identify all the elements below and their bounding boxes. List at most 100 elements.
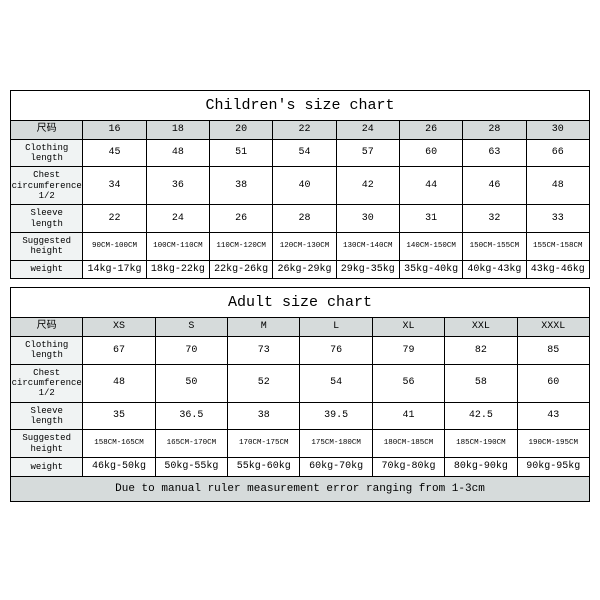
- data-cell: 70: [155, 336, 227, 364]
- data-cell: 41: [372, 402, 444, 430]
- data-cell: 29kg-35kg: [336, 260, 399, 279]
- data-cell: 43: [517, 402, 589, 430]
- data-cell: 85: [517, 336, 589, 364]
- data-cell: 51: [209, 139, 272, 167]
- size-header-label: 尺码: [11, 121, 83, 140]
- data-cell: 79: [372, 336, 444, 364]
- data-cell: 22kg-26kg: [209, 260, 272, 279]
- data-cell: 70kg-80kg: [372, 458, 444, 477]
- row-label: Suggestedheight: [11, 430, 83, 458]
- row-label: weight: [11, 458, 83, 477]
- data-cell: 80kg-90kg: [445, 458, 517, 477]
- data-cell: 28: [273, 205, 336, 233]
- size-header-cell: 24: [336, 121, 399, 140]
- row-label: weight: [11, 260, 83, 279]
- data-cell: 35: [83, 402, 155, 430]
- data-cell: 24: [146, 205, 209, 233]
- data-cell: 66: [526, 139, 589, 167]
- data-cell: 175CM-180CM: [300, 430, 372, 458]
- data-cell: 48: [83, 364, 155, 402]
- data-cell: 45: [83, 139, 146, 167]
- data-cell: 46: [463, 167, 526, 205]
- data-cell: 44: [399, 167, 462, 205]
- data-cell: 40: [273, 167, 336, 205]
- data-cell: 185CM-190CM: [445, 430, 517, 458]
- row-label: Suggestedheight: [11, 232, 83, 260]
- size-header-cell: S: [155, 318, 227, 337]
- data-cell: 56: [372, 364, 444, 402]
- data-cell: 26: [209, 205, 272, 233]
- data-cell: 38: [228, 402, 300, 430]
- table-row: Clothinglength4548515457606366: [11, 139, 590, 167]
- data-cell: 165CM-170CM: [155, 430, 227, 458]
- data-cell: 120CM-130CM: [273, 232, 336, 260]
- table-row: Clothinglength67707376798285: [11, 336, 590, 364]
- data-cell: 90kg-95kg: [517, 458, 589, 477]
- measurement-note: Due to manual ruler measurement error ra…: [11, 476, 590, 502]
- data-cell: 38: [209, 167, 272, 205]
- data-cell: 14kg-17kg: [83, 260, 146, 279]
- data-cell: 46kg-50kg: [83, 458, 155, 477]
- table-row: weight46kg-50kg50kg-55kg55kg-60kg60kg-70…: [11, 458, 590, 477]
- data-cell: 43kg-46kg: [526, 260, 589, 279]
- table-row: Sleevelength3536.53839.54142.543: [11, 402, 590, 430]
- size-header-cell: M: [228, 318, 300, 337]
- row-label: Clothinglength: [11, 336, 83, 364]
- size-header-cell: 28: [463, 121, 526, 140]
- data-cell: 33: [526, 205, 589, 233]
- adult-size-table: Adult size chart尺码XSSMLXLXXLXXXLClothing…: [10, 287, 590, 502]
- size-header-cell: 22: [273, 121, 336, 140]
- data-cell: 26kg-29kg: [273, 260, 336, 279]
- table-title: Adult size chart: [11, 288, 590, 318]
- data-cell: 35kg-40kg: [399, 260, 462, 279]
- data-cell: 18kg-22kg: [146, 260, 209, 279]
- data-cell: 31: [399, 205, 462, 233]
- data-cell: 42.5: [445, 402, 517, 430]
- row-label: Chestcircumference1/2: [11, 364, 83, 402]
- data-cell: 36.5: [155, 402, 227, 430]
- data-cell: 52: [228, 364, 300, 402]
- size-header-cell: XXL: [445, 318, 517, 337]
- size-header-label: 尺码: [11, 318, 83, 337]
- data-cell: 100CM-110CM: [146, 232, 209, 260]
- size-header-cell: XXXL: [517, 318, 589, 337]
- data-cell: 60kg-70kg: [300, 458, 372, 477]
- data-cell: 48: [146, 139, 209, 167]
- data-cell: 73: [228, 336, 300, 364]
- row-label: Clothinglength: [11, 139, 83, 167]
- data-cell: 50kg-55kg: [155, 458, 227, 477]
- table-row: Chestcircumference1/23436384042444648: [11, 167, 590, 205]
- data-cell: 40kg-43kg: [463, 260, 526, 279]
- data-cell: 82: [445, 336, 517, 364]
- row-label: Sleevelength: [11, 402, 83, 430]
- data-cell: 67: [83, 336, 155, 364]
- table-row: Chestcircumference1/248505254565860: [11, 364, 590, 402]
- data-cell: 42: [336, 167, 399, 205]
- data-cell: 60: [517, 364, 589, 402]
- size-header-cell: XL: [372, 318, 444, 337]
- data-cell: 22: [83, 205, 146, 233]
- data-cell: 55kg-60kg: [228, 458, 300, 477]
- table-row: Suggestedheight90CM-100CM100CM-110CM110C…: [11, 232, 590, 260]
- size-header-cell: 16: [83, 121, 146, 140]
- data-cell: 170CM-175CM: [228, 430, 300, 458]
- data-cell: 50: [155, 364, 227, 402]
- size-header-cell: 30: [526, 121, 589, 140]
- children-size-table: Children's size chart尺码1618202224262830C…: [10, 90, 590, 279]
- data-cell: 180CM-185CM: [372, 430, 444, 458]
- size-header-cell: 26: [399, 121, 462, 140]
- data-cell: 54: [273, 139, 336, 167]
- data-cell: 76: [300, 336, 372, 364]
- row-label: Sleevelength: [11, 205, 83, 233]
- data-cell: 110CM-120CM: [209, 232, 272, 260]
- table-row: Sleevelength2224262830313233: [11, 205, 590, 233]
- data-cell: 48: [526, 167, 589, 205]
- data-cell: 36: [146, 167, 209, 205]
- size-header-cell: XS: [83, 318, 155, 337]
- data-cell: 30: [336, 205, 399, 233]
- data-cell: 60: [399, 139, 462, 167]
- data-cell: 58: [445, 364, 517, 402]
- table-row: weight14kg-17kg18kg-22kg22kg-26kg26kg-29…: [11, 260, 590, 279]
- data-cell: 34: [83, 167, 146, 205]
- table-row: Suggestedheight158CM-165CM165CM-170CM170…: [11, 430, 590, 458]
